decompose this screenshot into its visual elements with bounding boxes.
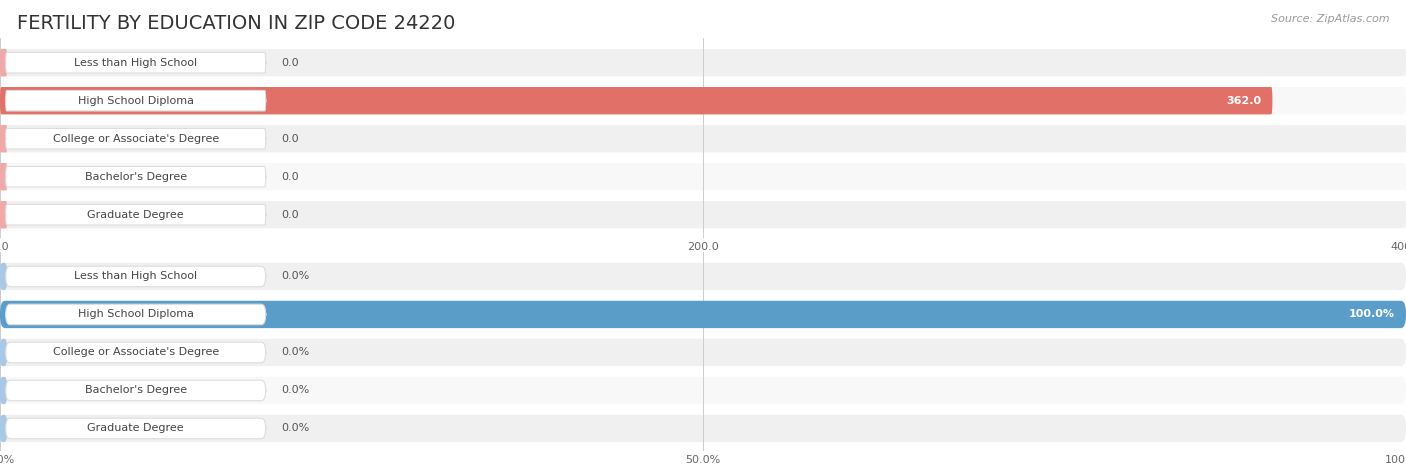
FancyBboxPatch shape — [6, 90, 266, 111]
Text: 100.0%: 100.0% — [1348, 309, 1395, 320]
Text: 0.0: 0.0 — [281, 171, 299, 182]
Text: FERTILITY BY EDUCATION IN ZIP CODE 24220: FERTILITY BY EDUCATION IN ZIP CODE 24220 — [17, 14, 456, 33]
FancyBboxPatch shape — [6, 166, 266, 187]
Text: Bachelor's Degree: Bachelor's Degree — [84, 171, 187, 182]
Text: Source: ZipAtlas.com: Source: ZipAtlas.com — [1271, 14, 1389, 24]
FancyBboxPatch shape — [0, 301, 1406, 328]
FancyBboxPatch shape — [6, 342, 266, 363]
FancyBboxPatch shape — [6, 204, 266, 225]
Text: Less than High School: Less than High School — [75, 271, 197, 282]
FancyBboxPatch shape — [0, 201, 1406, 228]
Text: Graduate Degree: Graduate Degree — [87, 209, 184, 220]
FancyBboxPatch shape — [0, 377, 7, 404]
FancyBboxPatch shape — [0, 415, 1406, 442]
Text: College or Associate's Degree: College or Associate's Degree — [52, 133, 219, 144]
Text: 0.0%: 0.0% — [281, 271, 309, 282]
FancyBboxPatch shape — [6, 52, 266, 73]
FancyBboxPatch shape — [0, 339, 1406, 366]
FancyBboxPatch shape — [0, 87, 1272, 114]
FancyBboxPatch shape — [6, 266, 266, 287]
Text: High School Diploma: High School Diploma — [77, 309, 194, 320]
Text: High School Diploma: High School Diploma — [77, 95, 194, 106]
Text: Less than High School: Less than High School — [75, 57, 197, 68]
FancyBboxPatch shape — [0, 125, 1406, 152]
FancyBboxPatch shape — [0, 339, 7, 366]
FancyBboxPatch shape — [0, 415, 7, 442]
FancyBboxPatch shape — [0, 201, 7, 228]
Text: 0.0: 0.0 — [281, 133, 299, 144]
FancyBboxPatch shape — [0, 263, 1406, 290]
Text: 0.0: 0.0 — [281, 209, 299, 220]
Text: 0.0%: 0.0% — [281, 385, 309, 396]
FancyBboxPatch shape — [0, 49, 7, 76]
Text: 362.0: 362.0 — [1226, 95, 1261, 106]
Text: 0.0%: 0.0% — [281, 423, 309, 434]
FancyBboxPatch shape — [0, 163, 7, 190]
FancyBboxPatch shape — [6, 128, 266, 149]
FancyBboxPatch shape — [0, 263, 7, 290]
FancyBboxPatch shape — [0, 125, 7, 152]
Text: 0.0%: 0.0% — [281, 347, 309, 358]
FancyBboxPatch shape — [0, 49, 1406, 76]
FancyBboxPatch shape — [6, 304, 266, 325]
FancyBboxPatch shape — [0, 87, 1406, 114]
FancyBboxPatch shape — [0, 163, 1406, 190]
Text: 0.0: 0.0 — [281, 57, 299, 68]
FancyBboxPatch shape — [0, 301, 1406, 328]
Text: Bachelor's Degree: Bachelor's Degree — [84, 385, 187, 396]
FancyBboxPatch shape — [6, 418, 266, 439]
FancyBboxPatch shape — [0, 377, 1406, 404]
FancyBboxPatch shape — [6, 380, 266, 401]
Text: College or Associate's Degree: College or Associate's Degree — [52, 347, 219, 358]
Text: Graduate Degree: Graduate Degree — [87, 423, 184, 434]
